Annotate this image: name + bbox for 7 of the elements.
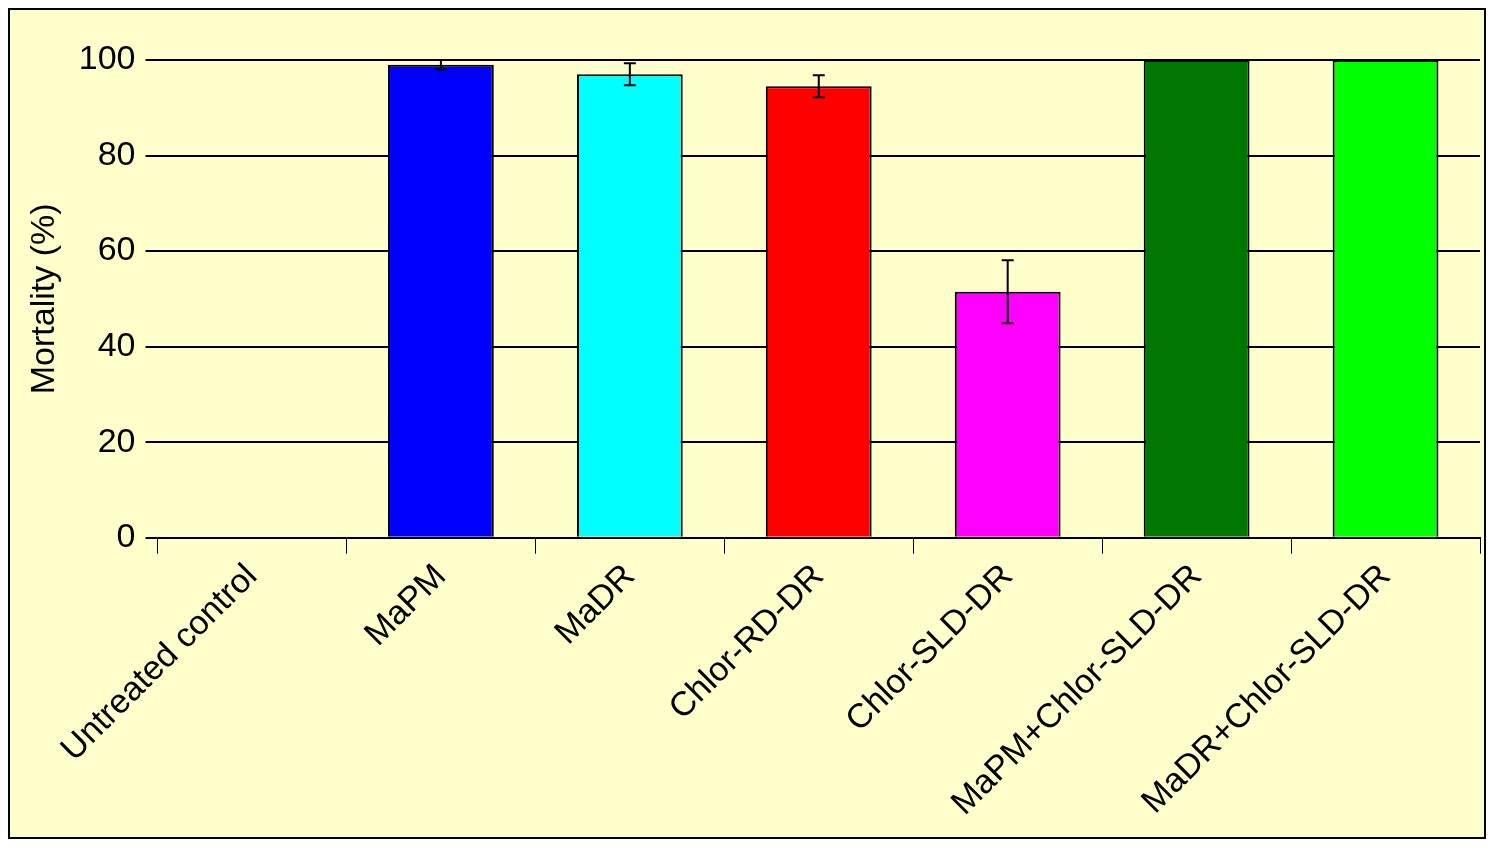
y-tick-label: 40 <box>97 324 136 363</box>
y-tick-label: 60 <box>97 229 136 268</box>
y-tick-label: 100 <box>78 38 136 77</box>
y-tick-label: 0 <box>116 516 136 555</box>
y-tick-label: 80 <box>97 133 136 172</box>
y-tick-label: 20 <box>97 420 136 459</box>
y-axis-title: Mortality (%) <box>22 203 61 395</box>
